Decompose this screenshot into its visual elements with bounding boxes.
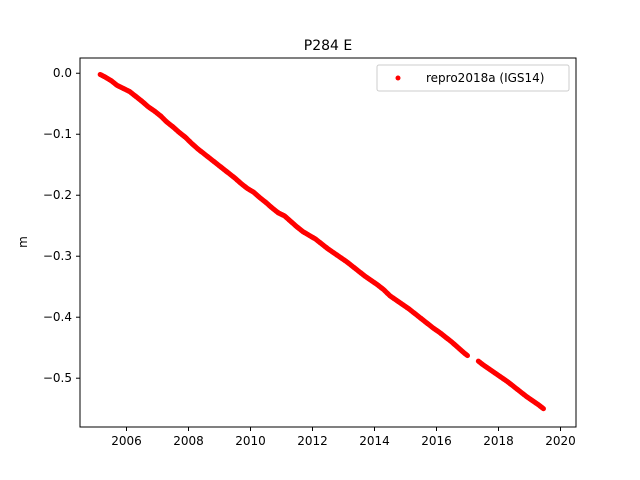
x-tick-label: 2016: [421, 434, 452, 448]
x-axis: 2006 2008 2010 2012 2014 2016 2018 2020: [111, 427, 576, 448]
y-axis-label: m: [16, 236, 30, 248]
y-tick-label: 0.0: [53, 66, 72, 80]
y-tick-label: −0.1: [43, 127, 72, 141]
y-axis: 0.0 −0.1 −0.2 −0.3 −0.4 −0.5: [43, 66, 80, 385]
x-tick-label: 2018: [483, 434, 514, 448]
chart-title: P284 E: [304, 38, 352, 54]
y-tick-label: −0.2: [43, 188, 72, 202]
x-tick-label: 2008: [173, 434, 204, 448]
y-tick-label: −0.5: [43, 371, 72, 385]
x-tick-label: 2006: [111, 434, 142, 448]
plot-frame: [79, 57, 577, 428]
series-0: [97, 71, 546, 412]
plot-layer: [97, 71, 546, 412]
data-point: [540, 406, 546, 412]
x-tick-label: 2014: [359, 434, 390, 448]
x-tick-label: 2010: [235, 434, 266, 448]
legend-box: [376, 64, 570, 92]
y-tick-label: −0.3: [43, 249, 72, 263]
x-tick-label: 2012: [297, 434, 328, 448]
data-point: [465, 353, 470, 359]
legend-marker: [395, 75, 401, 81]
legend: repro2018a (IGS14): [376, 64, 570, 92]
x-tick-label: 2020: [545, 434, 576, 448]
legend-label: repro2018a (IGS14): [426, 71, 544, 85]
y-tick-label: −0.4: [43, 310, 72, 324]
